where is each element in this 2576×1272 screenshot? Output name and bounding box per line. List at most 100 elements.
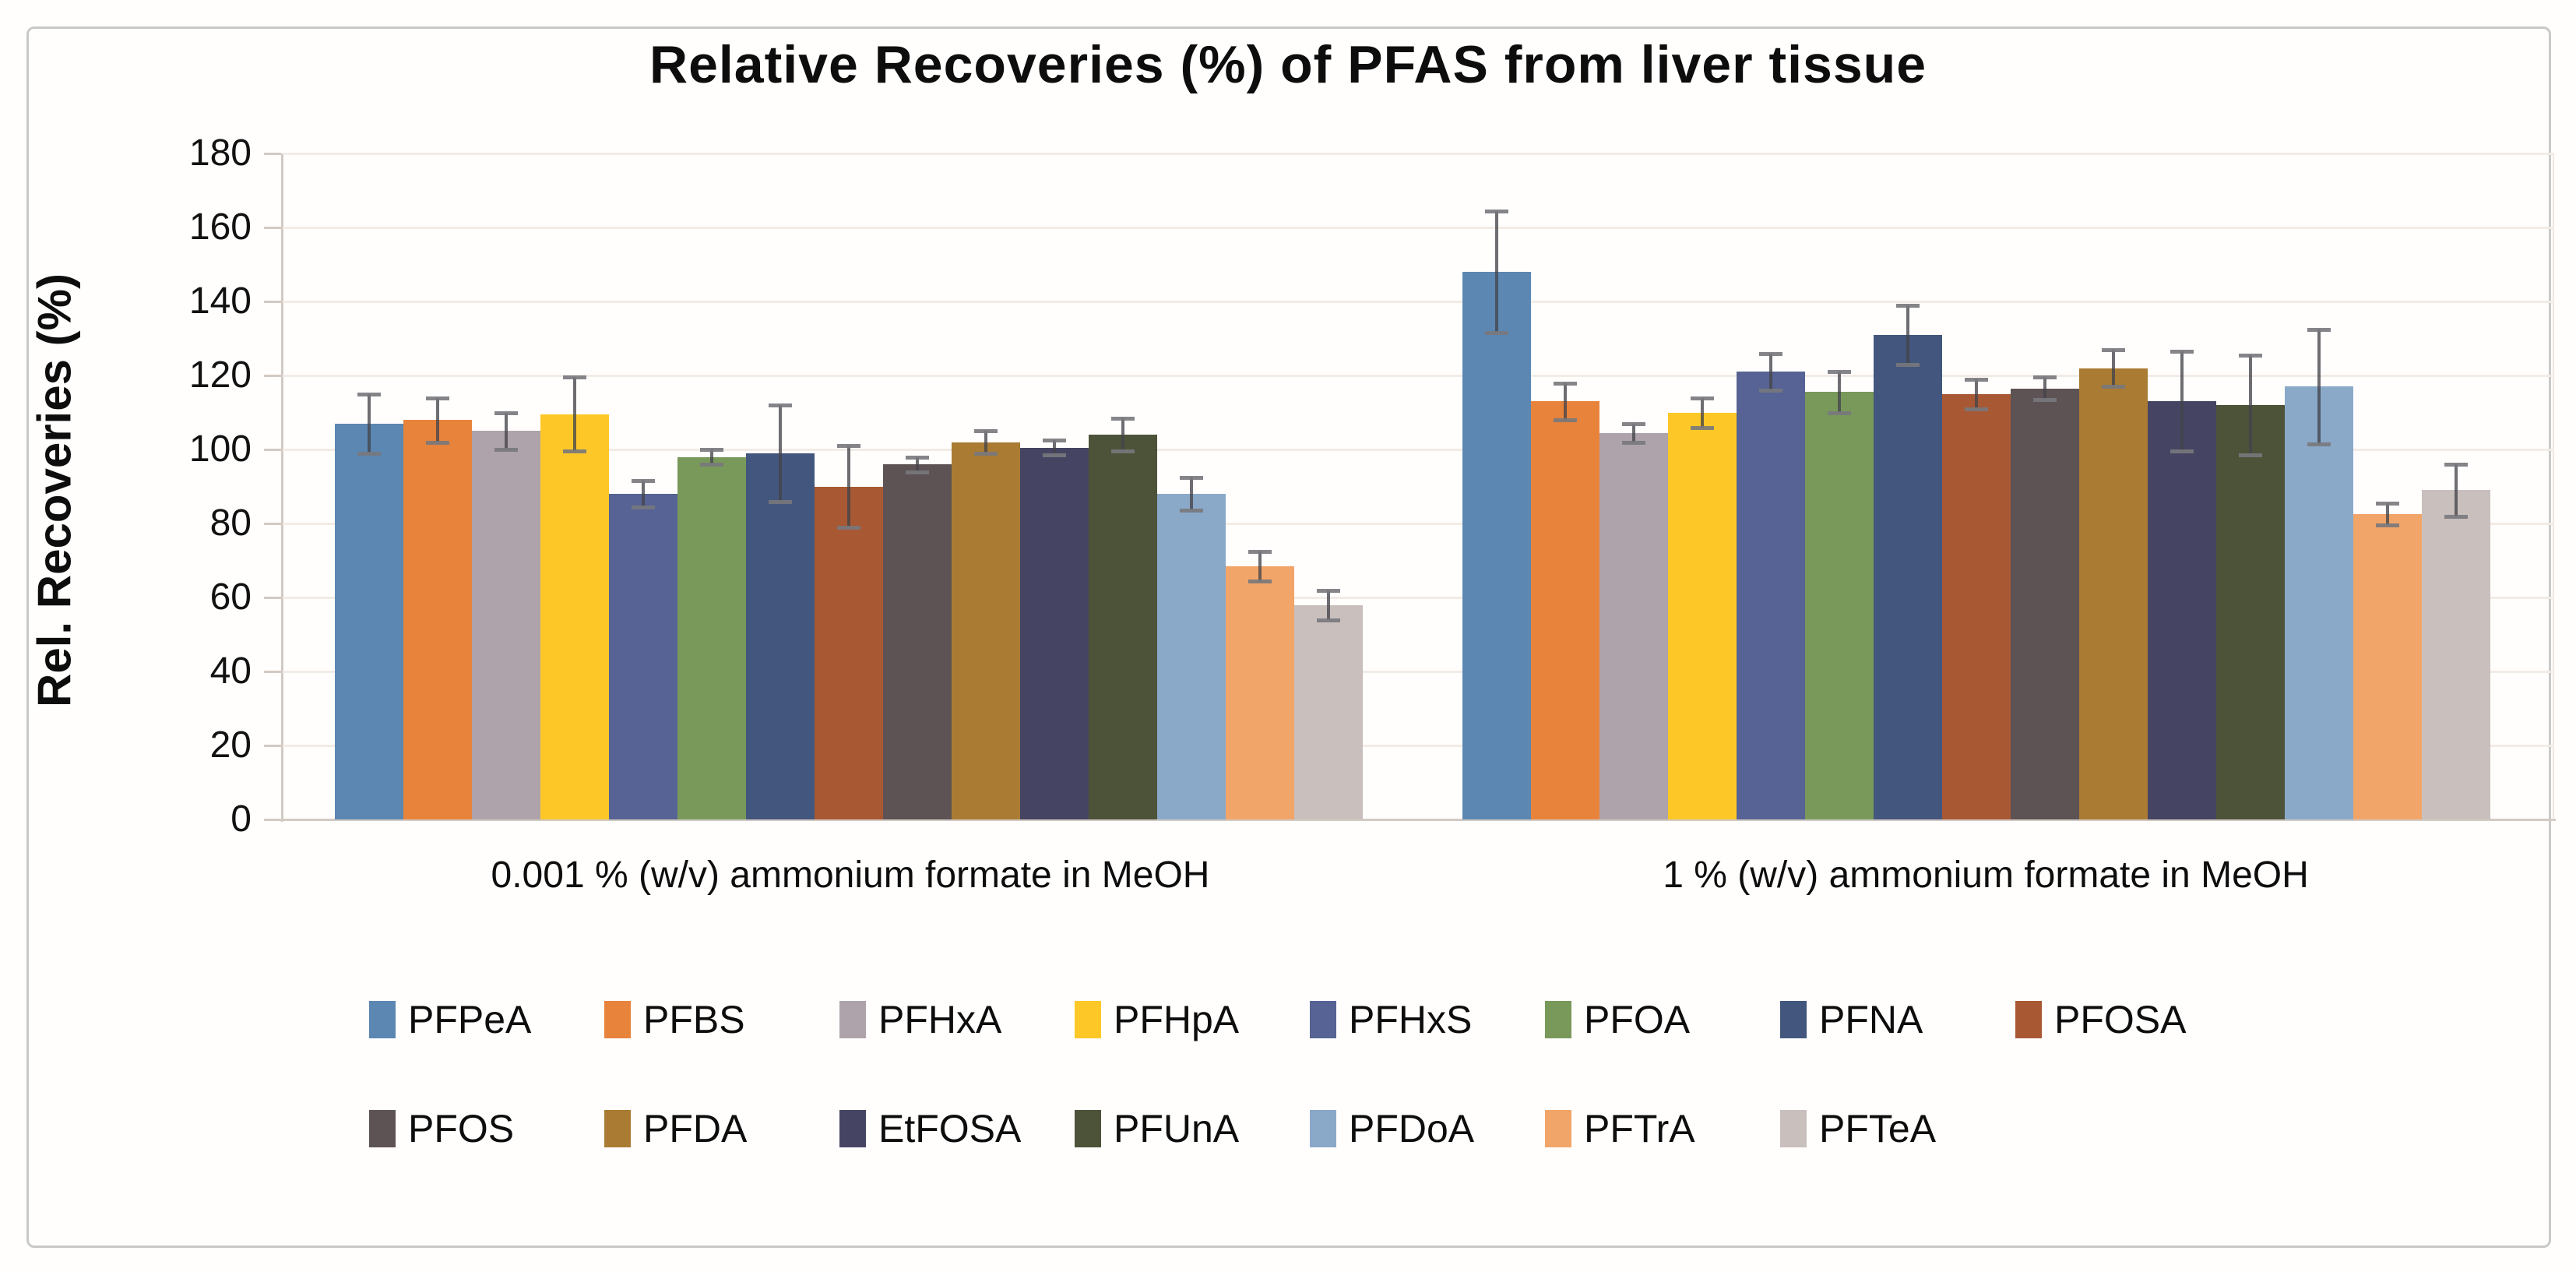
y-tick-label-160: 160	[188, 206, 252, 248]
bar-PFDoA-group2	[2285, 386, 2353, 819]
y-tick-label-120: 120	[188, 354, 252, 396]
error-cap-PFUnA-group1	[1111, 449, 1135, 454]
y-tick-label-180: 180	[188, 132, 252, 174]
bar-PFBS-group2	[1531, 401, 1599, 819]
bar-PFPeA-group1	[335, 423, 403, 819]
error-cap-PFNA-group1	[769, 499, 792, 504]
legend-swatch-PFHpA	[1075, 1001, 1101, 1038]
error-cap-PFTeA-group1	[1317, 588, 1340, 593]
error-bar-PFDA-group1	[984, 431, 987, 453]
error-cap-PFHpA-group1	[563, 449, 586, 454]
legend-swatch-PFPeA	[369, 1001, 396, 1038]
error-cap-PFDoA-group1	[1180, 509, 1203, 513]
error-cap-PFOSA-group2	[1965, 377, 1988, 382]
bar-PFHxS-group2	[1737, 372, 1805, 819]
y-tick-label-40: 40	[209, 650, 252, 692]
legend-label-PFOSA: PFOSA	[2054, 998, 2187, 1041]
error-bar-PFBS-group1	[436, 397, 439, 442]
bar-PFDA-group2	[2079, 368, 2148, 819]
error-cap-PFOS-group2	[2033, 375, 2057, 380]
error-cap-PFDA-group2	[2102, 385, 2125, 389]
error-cap-PFTrA-group2	[2376, 523, 2399, 528]
y-tick-label-60: 60	[209, 576, 252, 618]
error-cap-PFTeA-group1	[1317, 618, 1340, 622]
error-bar-PFOA-group1	[710, 449, 713, 464]
gridline-60	[283, 597, 2554, 599]
bar-PFTrA-group2	[2353, 514, 2422, 819]
error-bar-PFTrA-group2	[2386, 502, 2389, 526]
error-bar-PFUnA-group2	[2249, 354, 2252, 456]
error-cap-PFHxA-group2	[1622, 421, 1645, 426]
error-cap-PFDA-group1	[974, 451, 998, 456]
error-cap-PFTrA-group2	[2376, 501, 2399, 506]
bar-PFBS-group1	[403, 420, 472, 819]
gridline-80	[283, 523, 2554, 525]
error-cap-PFHpA-group2	[1691, 425, 1714, 430]
y-tick-mark-20	[264, 745, 281, 747]
gridline-40	[283, 671, 2554, 673]
legend-swatch-PFDA	[604, 1110, 631, 1147]
bar-PFTrA-group1	[1226, 566, 1294, 819]
y-tick-mark-0	[264, 819, 281, 821]
error-cap-PFOA-group2	[1828, 370, 1851, 375]
legend-label-PFTrA: PFTrA	[1584, 1107, 1695, 1150]
gridline-180	[283, 153, 2554, 155]
error-cap-PFTeA-group2	[2444, 514, 2468, 519]
y-tick-label-80: 80	[209, 502, 252, 544]
error-cap-PFDoA-group2	[2307, 327, 2331, 332]
bar-PFDA-group1	[952, 442, 1020, 819]
error-cap-PFOA-group2	[1828, 410, 1851, 415]
error-bar-PFOS-group2	[2043, 377, 2046, 400]
legend-swatch-PFHxA	[839, 1001, 866, 1038]
error-cap-PFBS-group2	[1554, 418, 1577, 422]
error-cap-PFDoA-group1	[1180, 475, 1203, 480]
y-tick-label-20: 20	[209, 724, 252, 766]
y-tick-mark-60	[264, 597, 281, 599]
legend-label-PFOS: PFOS	[408, 1107, 515, 1150]
error-bar-PFTeA-group1	[1327, 590, 1330, 620]
error-bar-PFTrA-group1	[1258, 551, 1262, 581]
error-cap-PFTeA-group2	[2444, 463, 2468, 467]
error-cap-PFHxA-group1	[494, 448, 518, 452]
error-cap-PFPeA-group1	[357, 392, 381, 396]
error-bar-PFOS-group1	[916, 456, 919, 472]
bar-PFOS-group1	[883, 464, 952, 819]
legend-label-PFPeA: PFPeA	[408, 998, 532, 1041]
y-tick-label-100: 100	[188, 428, 252, 470]
error-cap-PFNA-group2	[1896, 362, 1920, 367]
error-bar-PFPeA-group2	[1495, 210, 1498, 333]
y-tick-mark-140	[264, 301, 281, 303]
error-cap-PFDoA-group2	[2307, 442, 2331, 446]
error-cap-EtFOSA-group2	[2170, 350, 2194, 354]
error-bar-PFHxS-group1	[642, 481, 645, 507]
legend-swatch-PFTeA	[1780, 1110, 1807, 1147]
error-cap-PFUnA-group1	[1111, 416, 1135, 421]
error-cap-PFPeA-group2	[1485, 209, 1508, 213]
legend-label-PFBS: PFBS	[643, 998, 745, 1041]
bar-PFDoA-group1	[1157, 494, 1226, 819]
legend-swatch-PFTrA	[1545, 1110, 1571, 1147]
error-cap-EtFOSA-group1	[1043, 453, 1066, 458]
error-bar-PFUnA-group1	[1121, 418, 1124, 452]
bar-EtFOSA-group1	[1020, 447, 1089, 819]
y-tick-label-0: 0	[231, 798, 252, 840]
error-cap-PFOA-group1	[700, 448, 723, 452]
bar-PFUnA-group2	[2216, 405, 2285, 819]
plot-right-border	[2553, 153, 2554, 819]
y-tick-mark-100	[264, 449, 281, 451]
error-cap-EtFOSA-group1	[1043, 439, 1066, 443]
error-cap-PFOA-group1	[700, 463, 723, 467]
error-cap-PFHxS-group1	[632, 505, 655, 509]
error-bar-PFHpA-group1	[573, 377, 576, 452]
gridline-100	[283, 449, 2554, 451]
y-tick-label-140: 140	[188, 280, 252, 322]
legend-label-PFTeA: PFTeA	[1819, 1107, 1937, 1150]
bar-PFTeA-group2	[2422, 490, 2490, 819]
legend-swatch-PFNA	[1780, 1001, 1807, 1038]
error-bar-PFOSA-group2	[1975, 379, 1978, 409]
y-tick-mark-180	[264, 153, 281, 155]
chart-title: Relative Recoveries (%) of PFAS from liv…	[649, 35, 1927, 94]
legend-label-PFDoA: PFDoA	[1349, 1107, 1475, 1150]
bar-PFOSA-group1	[815, 486, 883, 819]
